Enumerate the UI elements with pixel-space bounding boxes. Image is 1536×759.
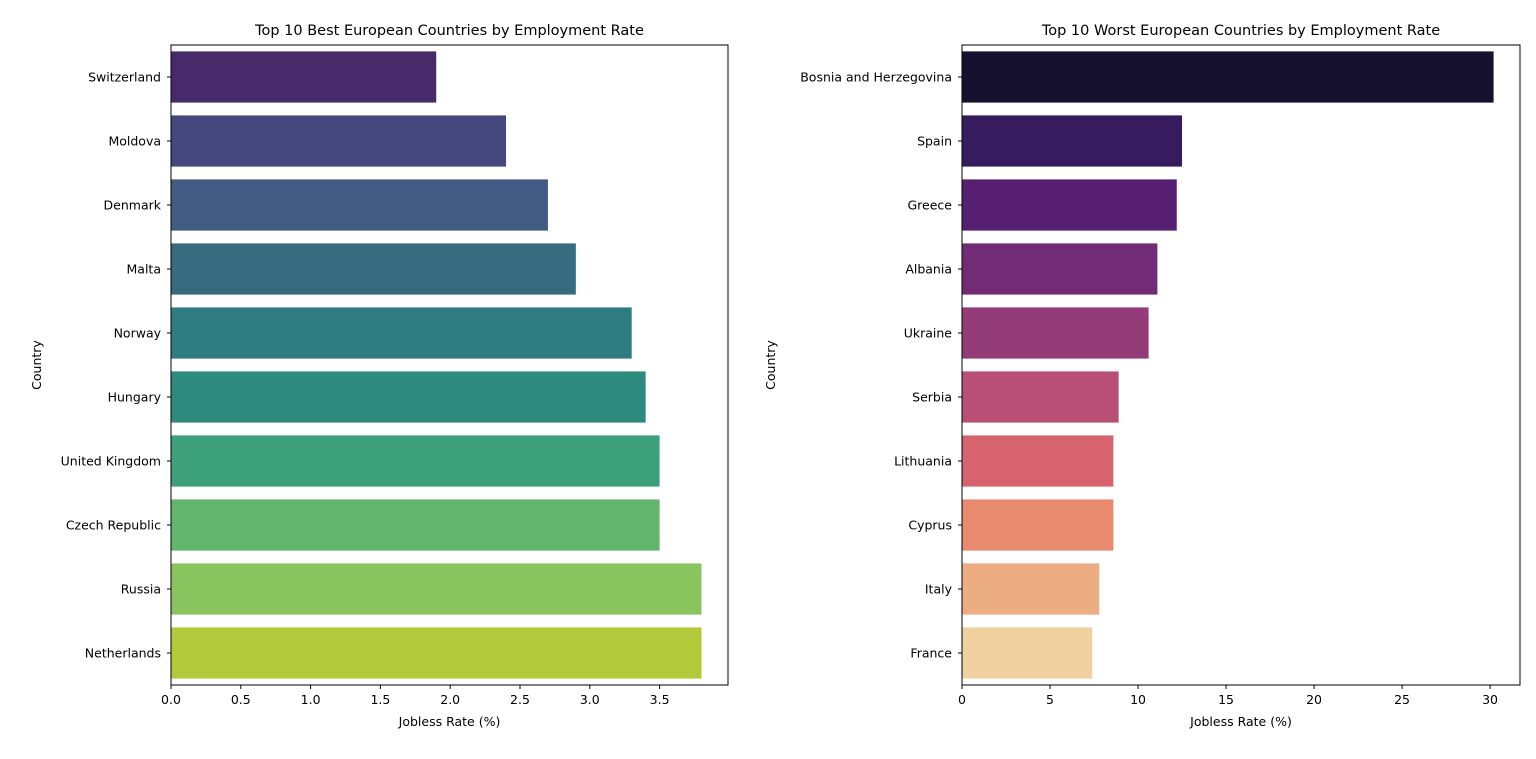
chart2-bar-serbia bbox=[962, 371, 1119, 423]
chart1-ytick-label: Denmark bbox=[104, 198, 162, 213]
chart2-bar-france bbox=[962, 627, 1093, 679]
chart2-xtick-label: 15 bbox=[1218, 692, 1234, 707]
chart1-ytick-label: Russia bbox=[121, 582, 161, 597]
chart1-bar-denmark bbox=[171, 179, 548, 231]
chart1-bar-russia bbox=[171, 563, 702, 615]
chart1-xtick-label: 1.5 bbox=[370, 692, 390, 707]
chart2-ytick-label: Ukraine bbox=[904, 326, 953, 341]
chart1-bar-czech-republic bbox=[171, 499, 660, 551]
chart1-xtick-label: 2.5 bbox=[510, 692, 530, 707]
chart1-ytick-label: United Kingdom bbox=[61, 454, 161, 469]
chart1-bar-netherlands bbox=[171, 627, 702, 679]
chart2-xtick-label: 5 bbox=[1046, 692, 1054, 707]
chart1-ytick-label: Norway bbox=[114, 326, 162, 341]
chart1-ytick-label: Switzerland bbox=[88, 70, 161, 85]
chart1-xtick-label: 1.0 bbox=[301, 692, 321, 707]
chart1-xtick-label: 0.0 bbox=[161, 692, 181, 707]
chart2-ytick-label: Albania bbox=[905, 262, 952, 277]
chart2-bar-italy bbox=[962, 563, 1100, 615]
chart1-xtick-label: 2.0 bbox=[440, 692, 460, 707]
chart1-bar-malta bbox=[171, 243, 576, 295]
chart2-ylabel: Country bbox=[763, 340, 778, 390]
chart1-title: Top 10 Best European Countries by Employ… bbox=[254, 23, 644, 39]
chart1-ytick-label: Malta bbox=[127, 262, 161, 277]
chart2-bar-spain bbox=[962, 115, 1183, 167]
chart2-ytick-label: Spain bbox=[917, 134, 952, 149]
chart2-ytick-label: Serbia bbox=[912, 390, 952, 405]
chart2-bar-lithuania bbox=[962, 435, 1114, 487]
chart2-xlabel: Jobless Rate (%) bbox=[1189, 714, 1292, 729]
chart1-ytick-label: Netherlands bbox=[85, 646, 161, 661]
chart2-ytick-label: Bosnia and Herzegovina bbox=[800, 70, 952, 85]
chart1-ytick-label: Czech Republic bbox=[66, 518, 161, 533]
chart1-bar-norway bbox=[171, 307, 632, 359]
chart2-ytick-label: Greece bbox=[908, 198, 953, 213]
chart2-ytick-label: Lithuania bbox=[894, 454, 952, 469]
chart2-bar-greece bbox=[962, 179, 1177, 231]
chart1-bar-switzerland bbox=[171, 51, 437, 103]
chart1-ytick-label: Moldova bbox=[108, 134, 161, 149]
chart2-xtick-label: 0 bbox=[958, 692, 966, 707]
chart2-xtick-label: 30 bbox=[1482, 692, 1498, 707]
chart2-xtick-label: 25 bbox=[1394, 692, 1410, 707]
chart1-axes-frame bbox=[170, 44, 729, 686]
chart2-axes-frame bbox=[961, 44, 1521, 686]
chart1-ylabel: Country bbox=[29, 340, 44, 390]
chart1-bar-united-kingdom bbox=[171, 435, 660, 487]
chart1-bar-hungary bbox=[171, 371, 646, 423]
chart2-xtick-label: 10 bbox=[1130, 692, 1146, 707]
chart2-bar-albania bbox=[962, 243, 1158, 295]
chart1-xlabel: Jobless Rate (%) bbox=[398, 714, 501, 729]
chart2-ytick-label: Italy bbox=[925, 582, 953, 597]
chart2-bar-ukraine bbox=[962, 307, 1149, 359]
chart2-ytick-label: Cyprus bbox=[908, 518, 952, 533]
chart1-xtick-label: 0.5 bbox=[231, 692, 251, 707]
chart1-xtick-label: 3.5 bbox=[650, 692, 670, 707]
chart2-bar-bosnia-and-herzegovina bbox=[962, 51, 1494, 103]
chart1-ytick-label: Hungary bbox=[108, 390, 162, 405]
chart2-bar-cyprus bbox=[962, 499, 1114, 551]
chart2-xtick-label: 20 bbox=[1306, 692, 1322, 707]
chart1-bar-moldova bbox=[171, 115, 507, 167]
chart1-xtick-label: 3.0 bbox=[580, 692, 600, 707]
chart2-title: Top 10 Worst European Countries by Emplo… bbox=[1041, 23, 1440, 39]
chart2-ytick-label: France bbox=[910, 646, 952, 661]
